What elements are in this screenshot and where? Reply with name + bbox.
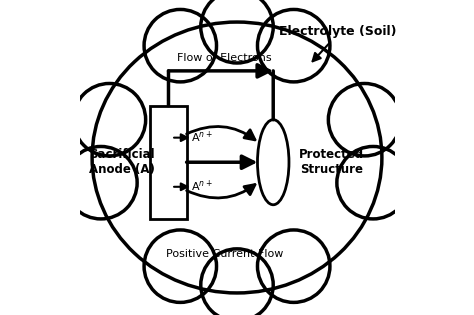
Circle shape [328, 83, 401, 156]
Circle shape [64, 146, 137, 219]
Circle shape [73, 83, 146, 156]
Text: Positive Current Flow: Positive Current Flow [166, 249, 283, 259]
Circle shape [168, 32, 306, 170]
Circle shape [144, 9, 217, 82]
Circle shape [168, 145, 306, 284]
Circle shape [144, 230, 217, 302]
Text: A$^{n+}$: A$^{n+}$ [191, 130, 213, 145]
Text: Electrolyte (Soil): Electrolyte (Soil) [279, 25, 397, 38]
Bar [150, 106, 187, 219]
Circle shape [257, 9, 330, 82]
Text: Sacrificial
Anode (A): Sacrificial Anode (A) [89, 148, 155, 176]
Ellipse shape [257, 120, 289, 205]
Text: Flow of Electrons: Flow of Electrons [177, 53, 272, 63]
Circle shape [337, 146, 410, 219]
Circle shape [201, 249, 273, 315]
Circle shape [201, 0, 273, 63]
Ellipse shape [92, 22, 382, 293]
Text: A$^{n+}$: A$^{n+}$ [191, 179, 213, 194]
Circle shape [105, 25, 369, 290]
Circle shape [257, 230, 330, 302]
Circle shape [111, 79, 268, 236]
Text: Protected
Structure: Protected Structure [299, 148, 364, 176]
Circle shape [143, 63, 331, 252]
Circle shape [206, 79, 363, 236]
Circle shape [117, 38, 357, 277]
